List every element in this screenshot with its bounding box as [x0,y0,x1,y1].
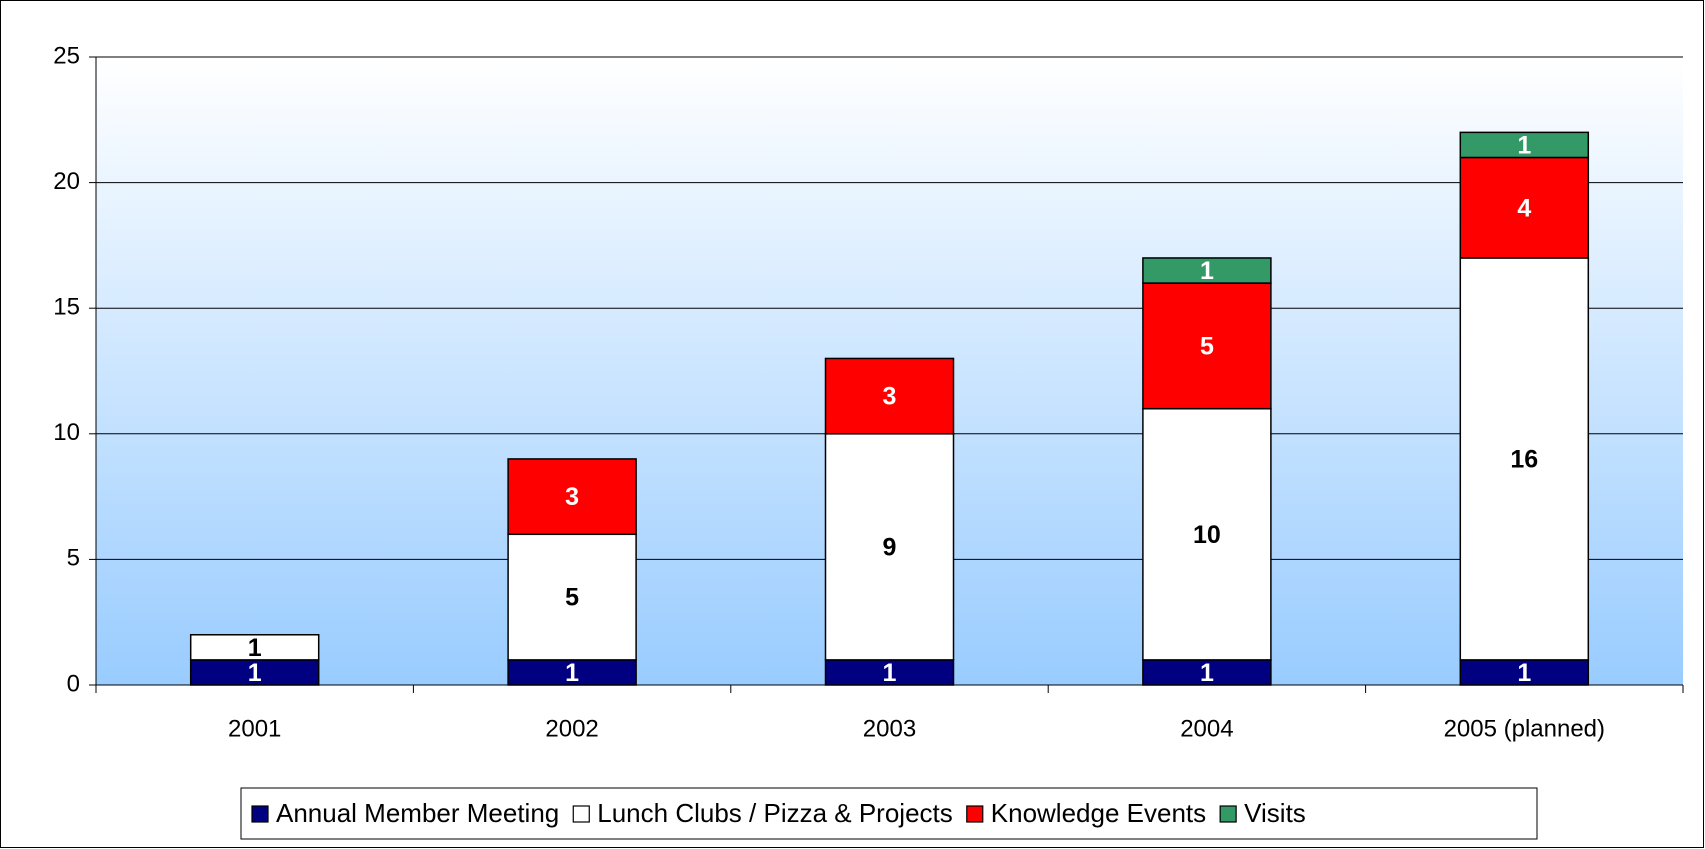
y-tick-label: 25 [53,42,80,69]
data-label: 16 [1510,446,1538,474]
y-tick-label: 5 [67,545,80,572]
y-tick-label: 0 [67,670,80,697]
data-label: 1 [1517,659,1531,687]
x-tick-label: 2005 (planned) [1444,715,1605,742]
data-label: 5 [565,584,579,612]
bar-segment [507,659,637,686]
legend-label: Lunch Clubs / Pizza & Projects [597,798,953,828]
bar-segment [824,357,955,435]
legend-swatch [251,805,269,823]
legend-swatch [572,805,590,823]
data-label: 1 [248,659,262,687]
data-label: 3 [883,383,897,411]
data-label: 10 [1193,521,1221,549]
x-tick-label: 2003 [863,715,916,742]
bar-segment [1459,257,1590,661]
data-label: 1 [1200,659,1214,687]
legend-swatch [1219,805,1237,823]
x-tick-label: 2002 [545,715,598,742]
bar-segment [1142,282,1272,410]
bar-segment [1142,257,1272,284]
y-tick-label: 15 [53,294,80,321]
data-label: 1 [1200,257,1214,285]
data-label: 1 [565,659,579,687]
data-label: 1 [883,659,897,687]
legend-label: Knowledge Events [991,798,1206,828]
data-label: 4 [1517,194,1531,222]
bar-segment [824,433,955,661]
bar-segment [1459,131,1590,159]
data-label: 1 [248,634,262,662]
legend-swatch [966,805,984,823]
y-tick-label: 10 [53,419,80,446]
bar-segment [189,634,320,661]
y-tick-label: 20 [53,168,80,195]
bar-segment [507,533,637,661]
legend-box [240,787,1538,840]
data-label: 1 [1517,132,1531,160]
legend-label: Annual Member Meeting [276,798,559,828]
data-label: 5 [1200,332,1214,360]
data-label: 9 [883,533,897,561]
x-tick-label: 2001 [228,715,281,742]
data-label: 3 [565,483,579,511]
x-tick-label: 2004 [1180,715,1233,742]
bar-segment [824,659,955,686]
bar-segment [507,458,637,536]
bar-segment [189,659,320,686]
legend-label: Visits [1244,798,1306,828]
bar-segment [1459,156,1590,259]
